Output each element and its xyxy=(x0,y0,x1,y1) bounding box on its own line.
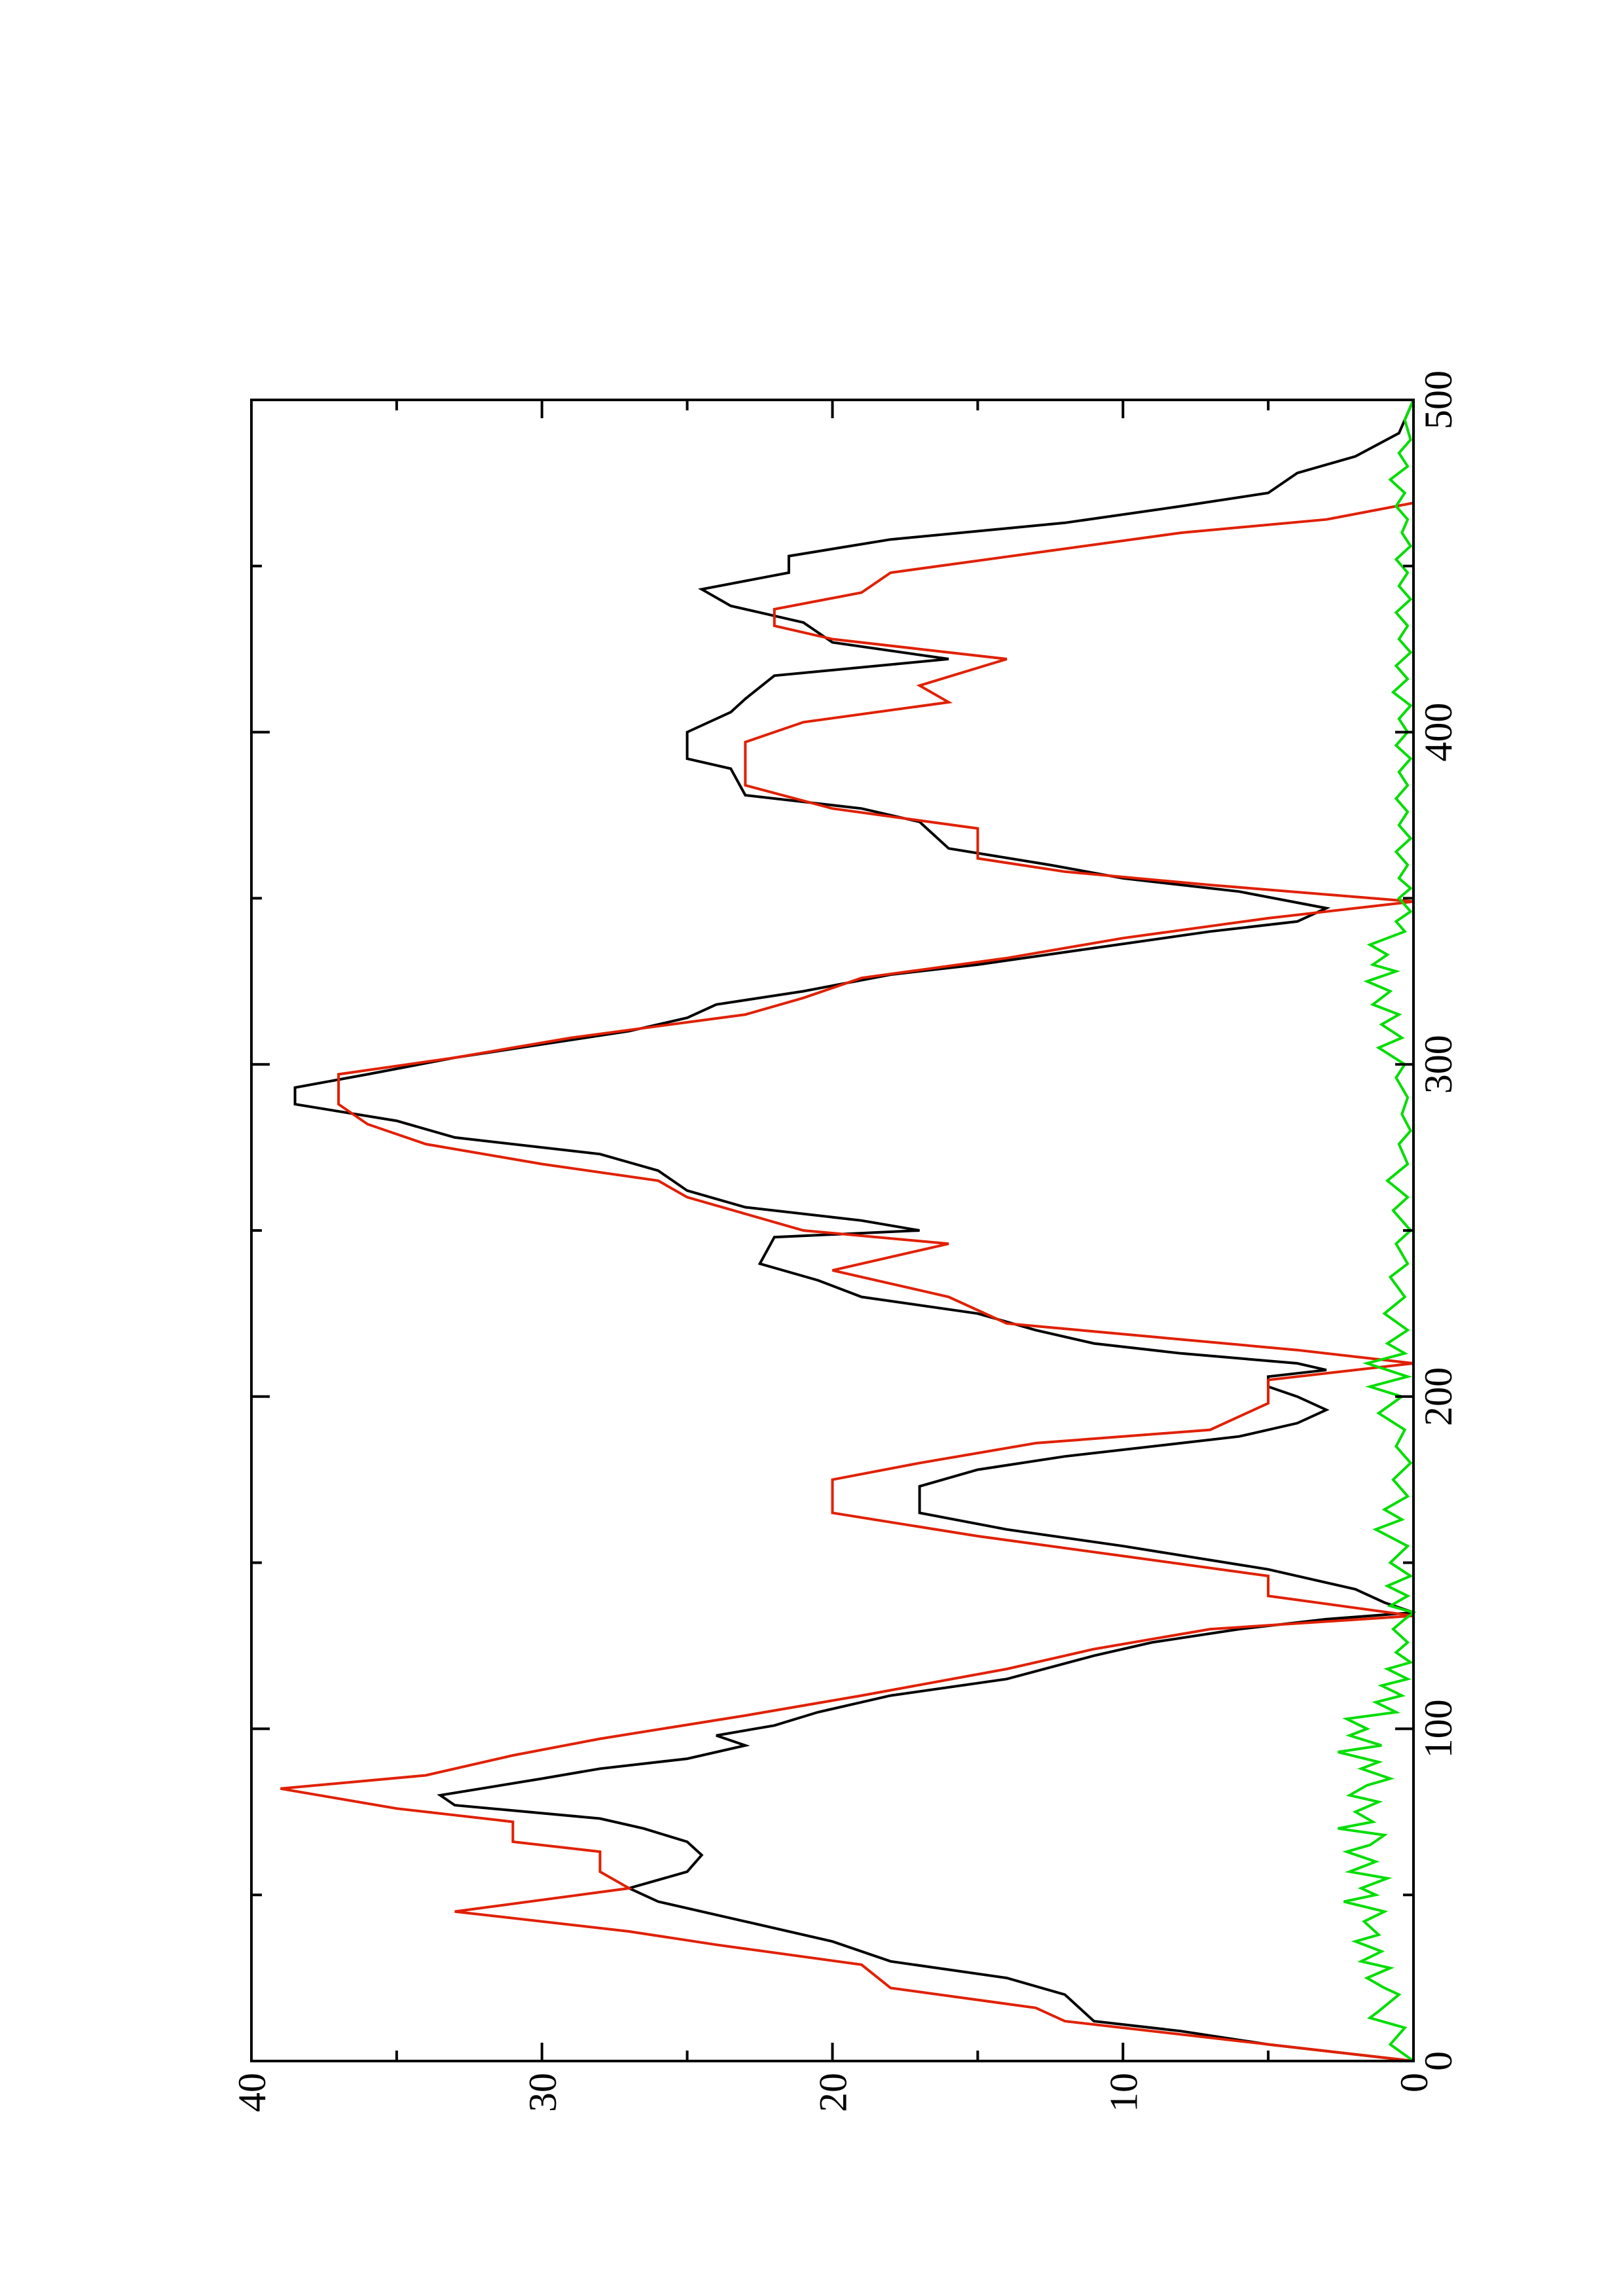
y-tick-label: 20 xyxy=(812,2073,855,2112)
ticks-layer: 0 100 200 300 400 500 0 10 20 30 40 xyxy=(230,370,1460,2112)
x-tick-label: 300 xyxy=(1417,1035,1460,1094)
series-line-1 xyxy=(293,399,1415,2062)
x-tick-label: 0 xyxy=(1417,2051,1460,2071)
x-tick-label: 500 xyxy=(1417,370,1460,429)
y-tick-label: 40 xyxy=(230,2073,274,2112)
series-layer xyxy=(280,399,1417,2062)
x-tick-label: 400 xyxy=(1417,703,1460,762)
x-tick-label: 200 xyxy=(1417,1367,1460,1426)
series-line-3 xyxy=(1338,399,1417,2062)
series-line-2 xyxy=(280,400,1415,2062)
rotated-plot: 0 100 200 300 400 500 0 10 20 30 40 xyxy=(230,370,1460,2112)
y-tick-label: 0 xyxy=(1393,2073,1436,2092)
x-tick-label: 100 xyxy=(1417,1699,1460,1758)
y-tick-label: 10 xyxy=(1102,2073,1145,2112)
y-tick-label: 30 xyxy=(521,2073,564,2112)
